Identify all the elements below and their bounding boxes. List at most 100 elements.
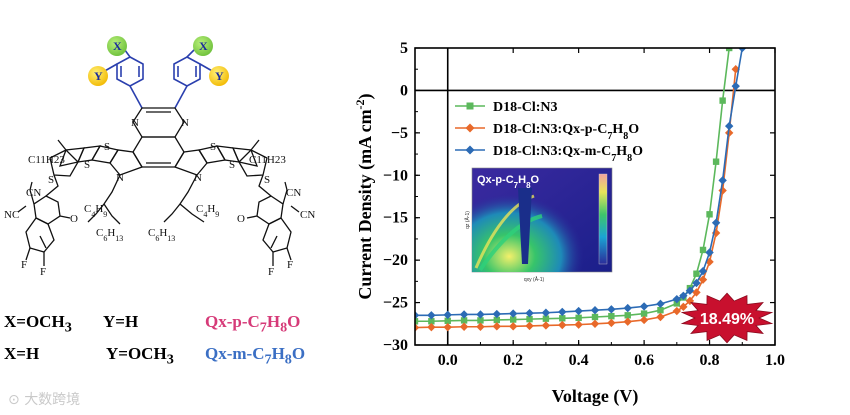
inset-ylabel: qz (Å-1) [464, 211, 471, 229]
y-tick-label: 0 [400, 82, 408, 99]
atom-s-5: S [48, 174, 54, 186]
series-0-point [693, 270, 700, 277]
series-0-point [712, 158, 720, 165]
series-2-point [623, 303, 632, 313]
series-1-point [590, 319, 600, 328]
legend-row-1-name: Qx-p-C7H8O [205, 312, 301, 336]
series-1-point [574, 320, 583, 329]
series-2-point [639, 302, 649, 311]
inset-beamstop [518, 188, 532, 264]
atom-s-3: S [84, 159, 90, 171]
series-1-point [672, 306, 682, 316]
series-2-point [672, 294, 682, 304]
y-substituent-left [88, 66, 108, 86]
series-2-point [443, 310, 452, 320]
watermark-icon: ⊙ [8, 392, 25, 408]
x-tick-label: 0.8 [700, 352, 720, 369]
series-0-point [725, 48, 733, 52]
series-1-point [639, 315, 649, 325]
series-2-point [738, 48, 747, 53]
x-tick-label: 0.2 [503, 352, 523, 369]
series-0-point [444, 317, 451, 325]
series-0-point [509, 316, 517, 323]
y-tick-label: −25 [383, 295, 408, 312]
molecule-structure [17, 36, 300, 266]
legend-marker-2 [465, 145, 475, 155]
legend-row-2-x: X=H [4, 344, 40, 363]
series-0-point [706, 211, 713, 218]
series-0-point [428, 318, 435, 325]
atom-cn-left: CN [26, 187, 41, 199]
series-0-point [559, 315, 566, 322]
series-1-point [492, 322, 502, 331]
atom-y-left: Y [94, 69, 103, 83]
x-substituent-right [193, 36, 213, 56]
legend-row-2-y: Y=OCH3 [106, 344, 174, 368]
series-2-point [427, 311, 436, 320]
series-2-point [692, 278, 701, 288]
series-1-point [692, 288, 701, 297]
series-2-point [731, 81, 740, 91]
y-tick-label: −15 [383, 210, 408, 227]
x-substituent-left [107, 36, 127, 56]
efficiency-label: 18.49% [700, 311, 754, 328]
inset-colorbar [598, 173, 608, 265]
alkyl-c11h23-left: C11H23 [28, 154, 65, 166]
series-1-point [476, 322, 485, 331]
series-2-point [508, 309, 518, 318]
series-1-point [427, 322, 436, 332]
series-0-point [673, 300, 681, 307]
series-2-point [574, 306, 583, 316]
y-tick-label: −10 [383, 167, 408, 184]
atom-f-1: F [21, 259, 27, 271]
series-2-point [698, 266, 708, 276]
series-2-point [415, 311, 420, 320]
atom-o-left: O [70, 213, 78, 225]
x-tick-label: 1.0 [765, 352, 785, 369]
legend-label-1: D18-Cl:N3:Qx-p-C7H8O [493, 122, 639, 142]
series-1-point [415, 323, 420, 332]
x-tick-label: 0.4 [569, 352, 589, 369]
atom-n-top-right: N [181, 117, 189, 129]
legend-row-2-name: Qx-m-C7H8O [205, 344, 306, 368]
series-1-point [679, 302, 688, 312]
x-tick-label: 0.0 [438, 352, 458, 369]
series-1-point [705, 257, 714, 267]
inset-label: Qx-p-C7H8O [477, 174, 540, 190]
series-1-point [459, 322, 469, 331]
series-2-point [705, 248, 714, 257]
series-1-point [656, 312, 665, 322]
series-2-point [525, 308, 534, 318]
series-1-point [558, 320, 567, 330]
atom-s-6: S [264, 174, 270, 186]
series-1-point [718, 186, 727, 195]
y-tick-label: 5 [400, 40, 408, 57]
alkyl-c6h13-right: C6H13 [148, 227, 175, 243]
series-0-point [699, 246, 707, 254]
y-axis-label: Current Density (mA cm-2) [353, 93, 376, 299]
series-0-point [477, 317, 484, 324]
legend-label-0: D18-Cl:N3 [493, 100, 558, 115]
series-2-point [476, 310, 485, 319]
series-0-point [542, 315, 550, 322]
atom-o-right: O [237, 213, 245, 225]
series-2-point [492, 309, 502, 319]
series-2-point [459, 310, 469, 319]
legend-marker-1 [465, 123, 475, 133]
series-2-point [724, 121, 734, 131]
series-1-point [443, 322, 452, 332]
series-2-point [685, 286, 695, 295]
alkyl-c4h9-left: C4H9 [84, 203, 107, 219]
atom-s-2: S [210, 141, 216, 153]
atom-x-right: X [199, 39, 208, 53]
series-1-point [508, 322, 518, 331]
series-2-point [711, 218, 721, 228]
legend-row-1-y: Y=H [103, 312, 139, 331]
series-2-point [541, 308, 551, 317]
series-0-point [493, 316, 501, 324]
alkyl-c6h13-left: C6H13 [96, 227, 123, 243]
series-0-point [415, 318, 419, 325]
series-1-point [607, 318, 616, 328]
series-0-point [575, 314, 582, 322]
atom-nc-left: NC [4, 209, 19, 221]
